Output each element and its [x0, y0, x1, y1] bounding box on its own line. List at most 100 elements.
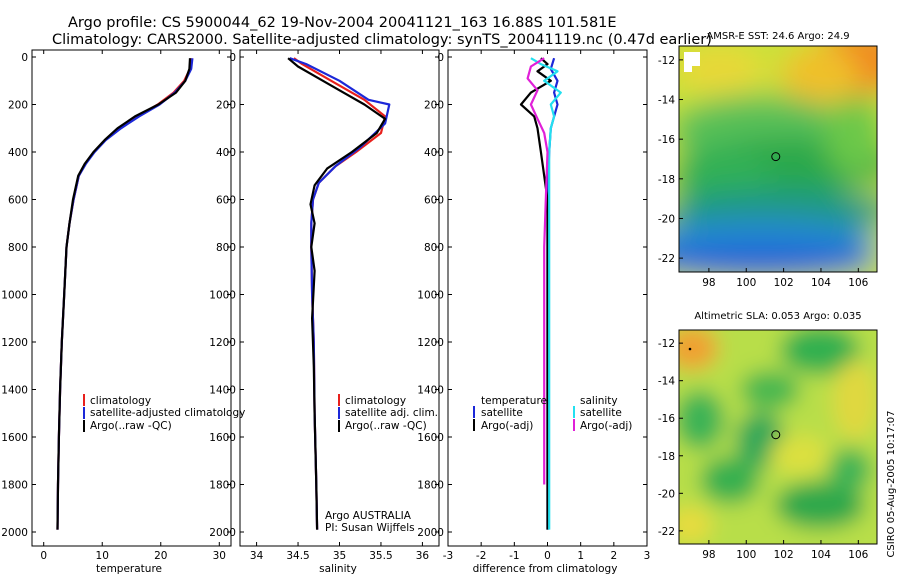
- difference-x-ticks: -3 -2 -1 0 1 2 3: [443, 50, 651, 562]
- temperature-legend: climatology satellite-adjusted climatolo…: [83, 394, 245, 432]
- sst-heatmap: [679, 46, 877, 272]
- temperature-y-ticks: 0 200 400 600 800 1000 1200 1400 1600 1800 2000: [1, 52, 231, 539]
- sla-small-marker: [688, 347, 692, 351]
- y-tick-label: 1600: [417, 432, 444, 444]
- map-y-tick-label: -18: [658, 174, 675, 186]
- y-tick-label: 1400: [417, 385, 444, 397]
- y-tick-label: 1000: [1, 290, 28, 302]
- y-tick-label: 2000: [417, 527, 444, 539]
- map-x-tick-label: 100: [736, 549, 756, 561]
- header-line-1: Argo profile: CS 5900044_62 19-Nov-2004 …: [68, 15, 617, 31]
- difference-legend: temperature satellite Argo(-adj) salinit…: [473, 395, 632, 432]
- salinity-x-label: salinity: [319, 563, 357, 575]
- map-x-tick-label: 106: [848, 277, 868, 289]
- sla-map-panel: Altimetric SLA: 0.053 Argo: 0.035 98 100 1…: [658, 311, 878, 561]
- map-y-tick-label: -22: [658, 253, 675, 265]
- sst-map-title: AMSR-E SST: 24.6 Argo: 24.9: [706, 31, 849, 42]
- y-tick-label: 1600: [209, 432, 236, 444]
- temperature-panel: 0 200 400 600 800 1000 1200 1400 1600 1800 2000 0 1…: [1, 49, 245, 575]
- map-y-tick-label: -14: [658, 95, 675, 107]
- salinity-y-ticks: 0 200 400 600 800 1000 1200 1400 1600 1800 2000: [209, 52, 439, 539]
- x-tick-label: 10: [96, 550, 109, 562]
- y-tick-label: 1200: [1, 337, 28, 349]
- x-tick-label: -2: [476, 550, 486, 562]
- sla-map-ticks: 98 100 102 104 106 -12 -14 -16 -18 -20 -22: [658, 338, 869, 561]
- map-x-tick-label: 100: [736, 277, 756, 289]
- x-tick-label: 20: [154, 550, 167, 562]
- legend-label-salinity-satellite: satellite: [580, 407, 622, 419]
- legend-label-temperature-satellite: satellite: [481, 407, 523, 419]
- x-tick-label: 35.5: [369, 550, 392, 562]
- y-tick-label: 400: [424, 147, 444, 159]
- x-tick-label: 34: [250, 550, 264, 562]
- x-tick-label: 0: [544, 550, 551, 562]
- salinity-legend: climatology satellite adj. clim. Argo(..…: [338, 394, 438, 432]
- y-tick-label: 800: [8, 242, 28, 254]
- y-tick-label: 600: [216, 195, 236, 207]
- map-y-tick-label: -12: [658, 55, 675, 67]
- series-line-argo-raw-qc-: [56, 58, 192, 530]
- map-y-tick-label: -20: [658, 488, 675, 500]
- salinity-plot-frame: [239, 49, 440, 547]
- legend-label-salinity-argo: Argo(-adj): [580, 420, 632, 432]
- sla-map-frame: [678, 329, 878, 545]
- difference-y-ticks: 0 200 400 600 800 1000 1200 1400 1600 1800 2000: [417, 52, 647, 539]
- sst-argo-position-marker: [771, 152, 781, 162]
- x-tick-label: 3: [644, 550, 651, 562]
- y-tick-label: 1400: [209, 385, 236, 397]
- legend-title-temperature: temperature: [481, 395, 547, 407]
- temperature-series: [56, 58, 194, 530]
- legend-label-satellite: satellite adj. clim.: [345, 407, 438, 419]
- temperature-x-ticks: 0 10 20 30: [40, 50, 226, 562]
- map-y-tick-label: -14: [658, 376, 675, 388]
- y-tick-label: 1400: [1, 385, 28, 397]
- salinity-annotation-line-2: PI: Susan Wijffels: [325, 522, 415, 534]
- salinity-panel: 0 200 400 600 800 1000 1200 1400 1600 1800 2000 34…: [209, 49, 440, 575]
- y-tick-label: 0: [21, 52, 28, 64]
- y-tick-label: 2000: [1, 527, 28, 539]
- map-y-tick-label: -16: [658, 413, 675, 425]
- sst-map-panel: AMSR-E SST: 24.6 Argo: 24.9 98 100 102 104 1…: [658, 31, 878, 289]
- map-x-tick-label: 98: [702, 277, 715, 289]
- legend-label-argo: Argo(..raw -QC): [345, 420, 427, 432]
- map-x-tick-label: 98: [702, 549, 715, 561]
- x-tick-label: 36: [416, 550, 430, 562]
- map-x-tick-label: 102: [774, 549, 794, 561]
- sla-argo-position-marker: [771, 430, 781, 440]
- sst-missing-data: [684, 52, 700, 66]
- series-line-salinity-satellite: [530, 57, 562, 530]
- y-tick-label: 200: [424, 100, 444, 112]
- y-tick-label: 400: [8, 147, 28, 159]
- map-y-tick-label: -22: [658, 526, 675, 538]
- series-line-salinity-argo-adj-: [526, 57, 549, 485]
- y-tick-label: 0: [229, 52, 236, 64]
- x-tick-label: 1: [577, 550, 584, 562]
- map-y-tick-label: -20: [658, 213, 675, 225]
- x-tick-label: -3: [443, 550, 453, 562]
- x-tick-label: -1: [509, 550, 519, 562]
- y-tick-label: 0: [437, 52, 444, 64]
- difference-x-label: difference from climatology: [473, 563, 618, 575]
- difference-panel: 0 200 400 600 800 1000 1200 1400 1600 1800 2000 -3…: [417, 49, 651, 575]
- y-tick-label: 1200: [209, 337, 236, 349]
- y-tick-label: 600: [424, 195, 444, 207]
- legend-label-argo: Argo(..raw -QC): [90, 420, 172, 432]
- temperature-plot-frame: [31, 49, 232, 547]
- y-tick-label: 1800: [1, 480, 28, 492]
- header-line-2: Climatology: CARS2000. Satellite-adjuste…: [52, 32, 712, 48]
- map-x-tick-label: 104: [811, 549, 831, 561]
- y-tick-label: 200: [8, 100, 28, 112]
- legend-label-climatology: climatology: [90, 395, 151, 407]
- map-y-tick-label: -12: [658, 338, 675, 350]
- y-tick-label: 1200: [417, 337, 444, 349]
- sla-map-title: Altimetric SLA: 0.053 Argo: 0.035: [694, 311, 861, 322]
- series-line-satellite: [289, 57, 391, 530]
- salinity-x-ticks: 34 34.5 35 35.5 36: [250, 50, 430, 562]
- y-tick-label: 400: [216, 147, 236, 159]
- sst-map-ticks: 98 100 102 104 106 -12 -14 -16 -18 -20 -22: [658, 55, 869, 289]
- y-tick-label: 1800: [209, 480, 236, 492]
- salinity-series: [287, 57, 391, 530]
- temperature-x-label: temperature: [96, 563, 162, 575]
- y-tick-label: 200: [216, 100, 236, 112]
